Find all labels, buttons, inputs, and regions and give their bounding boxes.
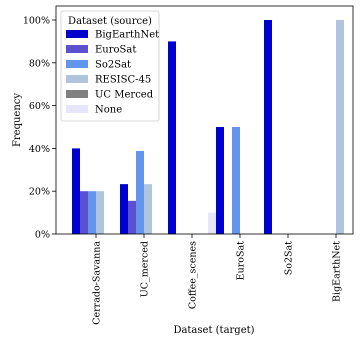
y-tick-label: 80%: [29, 58, 50, 69]
legend-label: EuroSat: [95, 45, 136, 56]
bar-eurosat-uc-merced: [128, 200, 136, 234]
bar-bigearthnet-uc-merced: [120, 184, 128, 234]
y-ticks: 0% 20% 40% 60% 80% 100%: [23, 16, 56, 241]
bar-bigearthnet-so2sat: [264, 20, 272, 234]
bar-bigearthnet-eurosat: [216, 127, 224, 234]
x-tick-label: Cerrado-Savanna: [92, 241, 103, 325]
legend-swatch: [66, 75, 88, 83]
legend-label: So2Sat: [95, 60, 131, 71]
bar-bigearthnet-coffee-scenes: [168, 41, 176, 235]
legend-swatch: [66, 60, 88, 68]
bar-eurosat-cerrado-savanna: [80, 191, 88, 234]
legend-swatch: [66, 45, 88, 53]
legend-title: Dataset (source): [68, 16, 152, 27]
legend-swatch: [66, 90, 88, 98]
bar-so2sat-cerrado-savanna: [88, 191, 96, 234]
y-tick-label: 20%: [29, 187, 50, 198]
legend-swatch: [66, 30, 88, 38]
x-tick-label: Coffee_scenes: [188, 241, 199, 309]
legend-label: RESISC-45: [95, 75, 151, 86]
legend-items: BigEarthNet EuroSat So2Sat RESISC-45 UC Merc…: [66, 30, 159, 116]
legend-label: BigEarthNet: [95, 30, 159, 41]
y-tick-label: 40%: [29, 144, 50, 155]
x-tick-label: So2Sat: [284, 241, 295, 275]
x-tick-label: UC_merced: [140, 241, 151, 297]
legend-swatch: [66, 105, 88, 113]
plot-frame: [55, 5, 354, 235]
x-tick-label: EuroSat: [236, 241, 247, 280]
y-axis-title: Frequency: [12, 93, 23, 147]
bar-bigearthnet-cerrado-savanna: [72, 148, 80, 234]
x-axis-title: Dataset (target): [173, 325, 254, 336]
x-tick-label: BigEarthNet: [332, 241, 343, 302]
legend: Dataset (source) BigEarthNet EuroSat So2Sa…: [60, 10, 160, 122]
y-tick-label: 0%: [35, 230, 50, 241]
legend-label: None: [95, 105, 122, 116]
y-tick-label: 60%: [29, 101, 50, 112]
bar-resisc-45-cerrado-savanna: [96, 191, 104, 234]
bars-layer: [72, 20, 344, 235]
bar-none-coffee-scenes: [208, 212, 216, 234]
legend-label: UC Merced: [95, 90, 154, 101]
bar-so2sat-eurosat: [232, 127, 240, 234]
axes-layer: [55, 5, 354, 235]
x-ticks: Cerrado-Savanna UC_merced Coffee_scenes Eur…: [92, 234, 343, 325]
y-tick-label: 100%: [23, 16, 50, 27]
bar-resisc-45-bigearthnet: [336, 20, 344, 234]
bar-so2sat-uc-merced: [136, 150, 144, 234]
bar-resisc-45-uc-merced: [144, 184, 152, 234]
